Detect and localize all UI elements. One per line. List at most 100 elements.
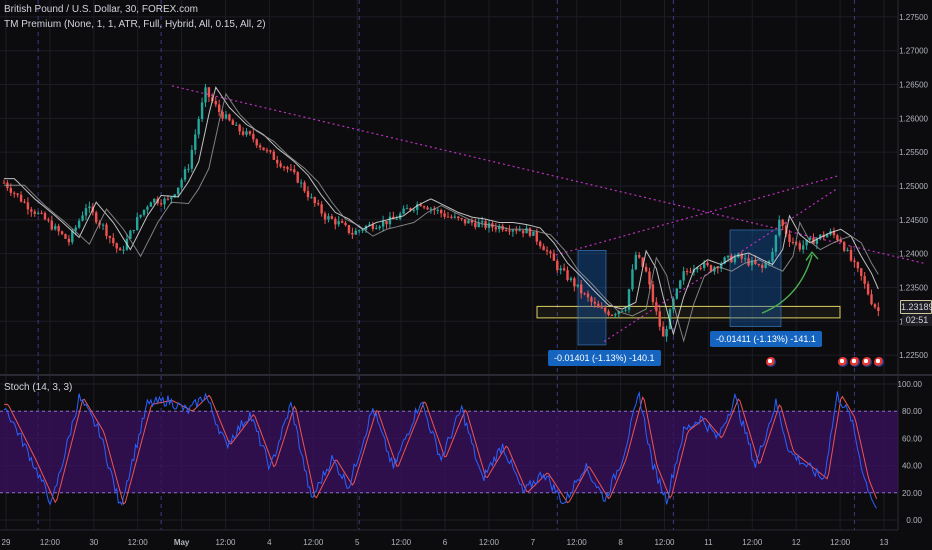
countdown-tag: 02:51 [902,314,932,326]
candle-body [108,235,112,238]
candle-body [825,234,829,238]
candle-body [197,119,200,135]
event-flag-icon[interactable] [850,357,860,367]
candle-body [317,203,320,205]
candle-body [241,131,245,135]
candle-body [873,304,877,308]
candle-body [443,213,446,217]
candle-body [743,258,747,260]
candle-body [795,242,798,244]
candle-body [327,216,330,220]
candle-body [207,87,211,97]
candle-body [173,194,176,198]
candle-body [774,235,778,252]
candle-body [651,284,655,303]
event-flag-icon[interactable] [862,357,872,367]
price-tick-label: 1.22500 [899,351,928,360]
time-tick-label: 12:00 [391,538,412,547]
candle-body [580,284,583,294]
candle-body [624,309,627,311]
candle-body [122,249,125,251]
price-tick-label: 1.27500 [899,13,928,22]
stoch-label: Stoch (14, 3, 3) [4,382,73,393]
event-icons-2[interactable] [838,357,884,367]
candle-body [276,159,279,164]
candle-body [463,219,467,224]
candle-body [562,268,566,271]
price-tick-label: 1.27000 [899,47,928,56]
candle-body [112,237,115,244]
candle-body [655,302,658,312]
time-tick-label: 12:00 [742,538,763,547]
candle-body [754,260,757,264]
candle-body [467,220,470,224]
candle-body [706,262,709,266]
moving-average-slow [4,92,879,343]
candle-body [733,257,737,263]
candle-body [539,241,542,247]
candle-body [248,131,252,134]
candle-body [699,267,702,269]
candle-body [74,227,77,231]
candle-body [101,224,105,226]
candle-body [764,262,767,268]
candle-body [231,120,235,125]
candle-body [863,275,866,284]
candle-body [381,220,385,227]
candle-body [149,202,153,207]
measure-label-2[interactable]: -0.01411 (-1.13%) -141.1 [710,331,822,347]
candle-body [685,271,689,273]
candle-body [347,225,351,233]
candle-body [808,237,812,240]
event-icons-1[interactable] [766,357,776,367]
candle-body [457,216,460,219]
candle-body [798,243,801,250]
candle-body [2,182,6,184]
candle-body [313,197,316,204]
candle-body [416,204,419,210]
event-flag-icon[interactable] [838,357,848,367]
candle-body [634,254,638,270]
candle-body [842,242,846,251]
candle-body [641,257,644,267]
candle-body [689,271,692,273]
candle-body [50,220,54,230]
candle-body [716,267,720,269]
event-flag-icon[interactable] [766,357,776,367]
candle-body [395,218,398,220]
candle-body [190,149,194,169]
candle-body [450,216,453,218]
candle-body [286,166,289,170]
candle-body [849,249,853,261]
candle-body [556,260,559,271]
candle-body [235,124,238,126]
candle-body [638,254,641,258]
candle-body [81,215,84,221]
support-zone [536,305,841,319]
candle-body [402,208,405,214]
candle-body [26,202,30,210]
candle-body [47,219,50,221]
measure-label-1[interactable]: -0.01401 (-1.13%) -140.1 [548,350,661,366]
candle-body [648,271,651,285]
candle-body [412,209,416,211]
candle-body [805,239,808,246]
candle-body [603,307,607,312]
candle-body [419,204,422,207]
candle-body [576,284,579,287]
stoch-band [0,410,898,494]
candle-body [815,238,819,244]
candle-body [658,311,661,327]
candle-body [163,198,166,205]
candle-body [726,255,730,258]
candle-body [757,263,760,265]
candle-body [422,206,426,208]
event-flag-icon[interactable] [874,357,884,367]
candle-body [67,238,71,243]
candle-body [702,262,706,269]
candle-body [388,216,392,225]
candle-body [627,289,631,310]
candle-body [511,230,515,232]
candle-body [788,234,791,243]
